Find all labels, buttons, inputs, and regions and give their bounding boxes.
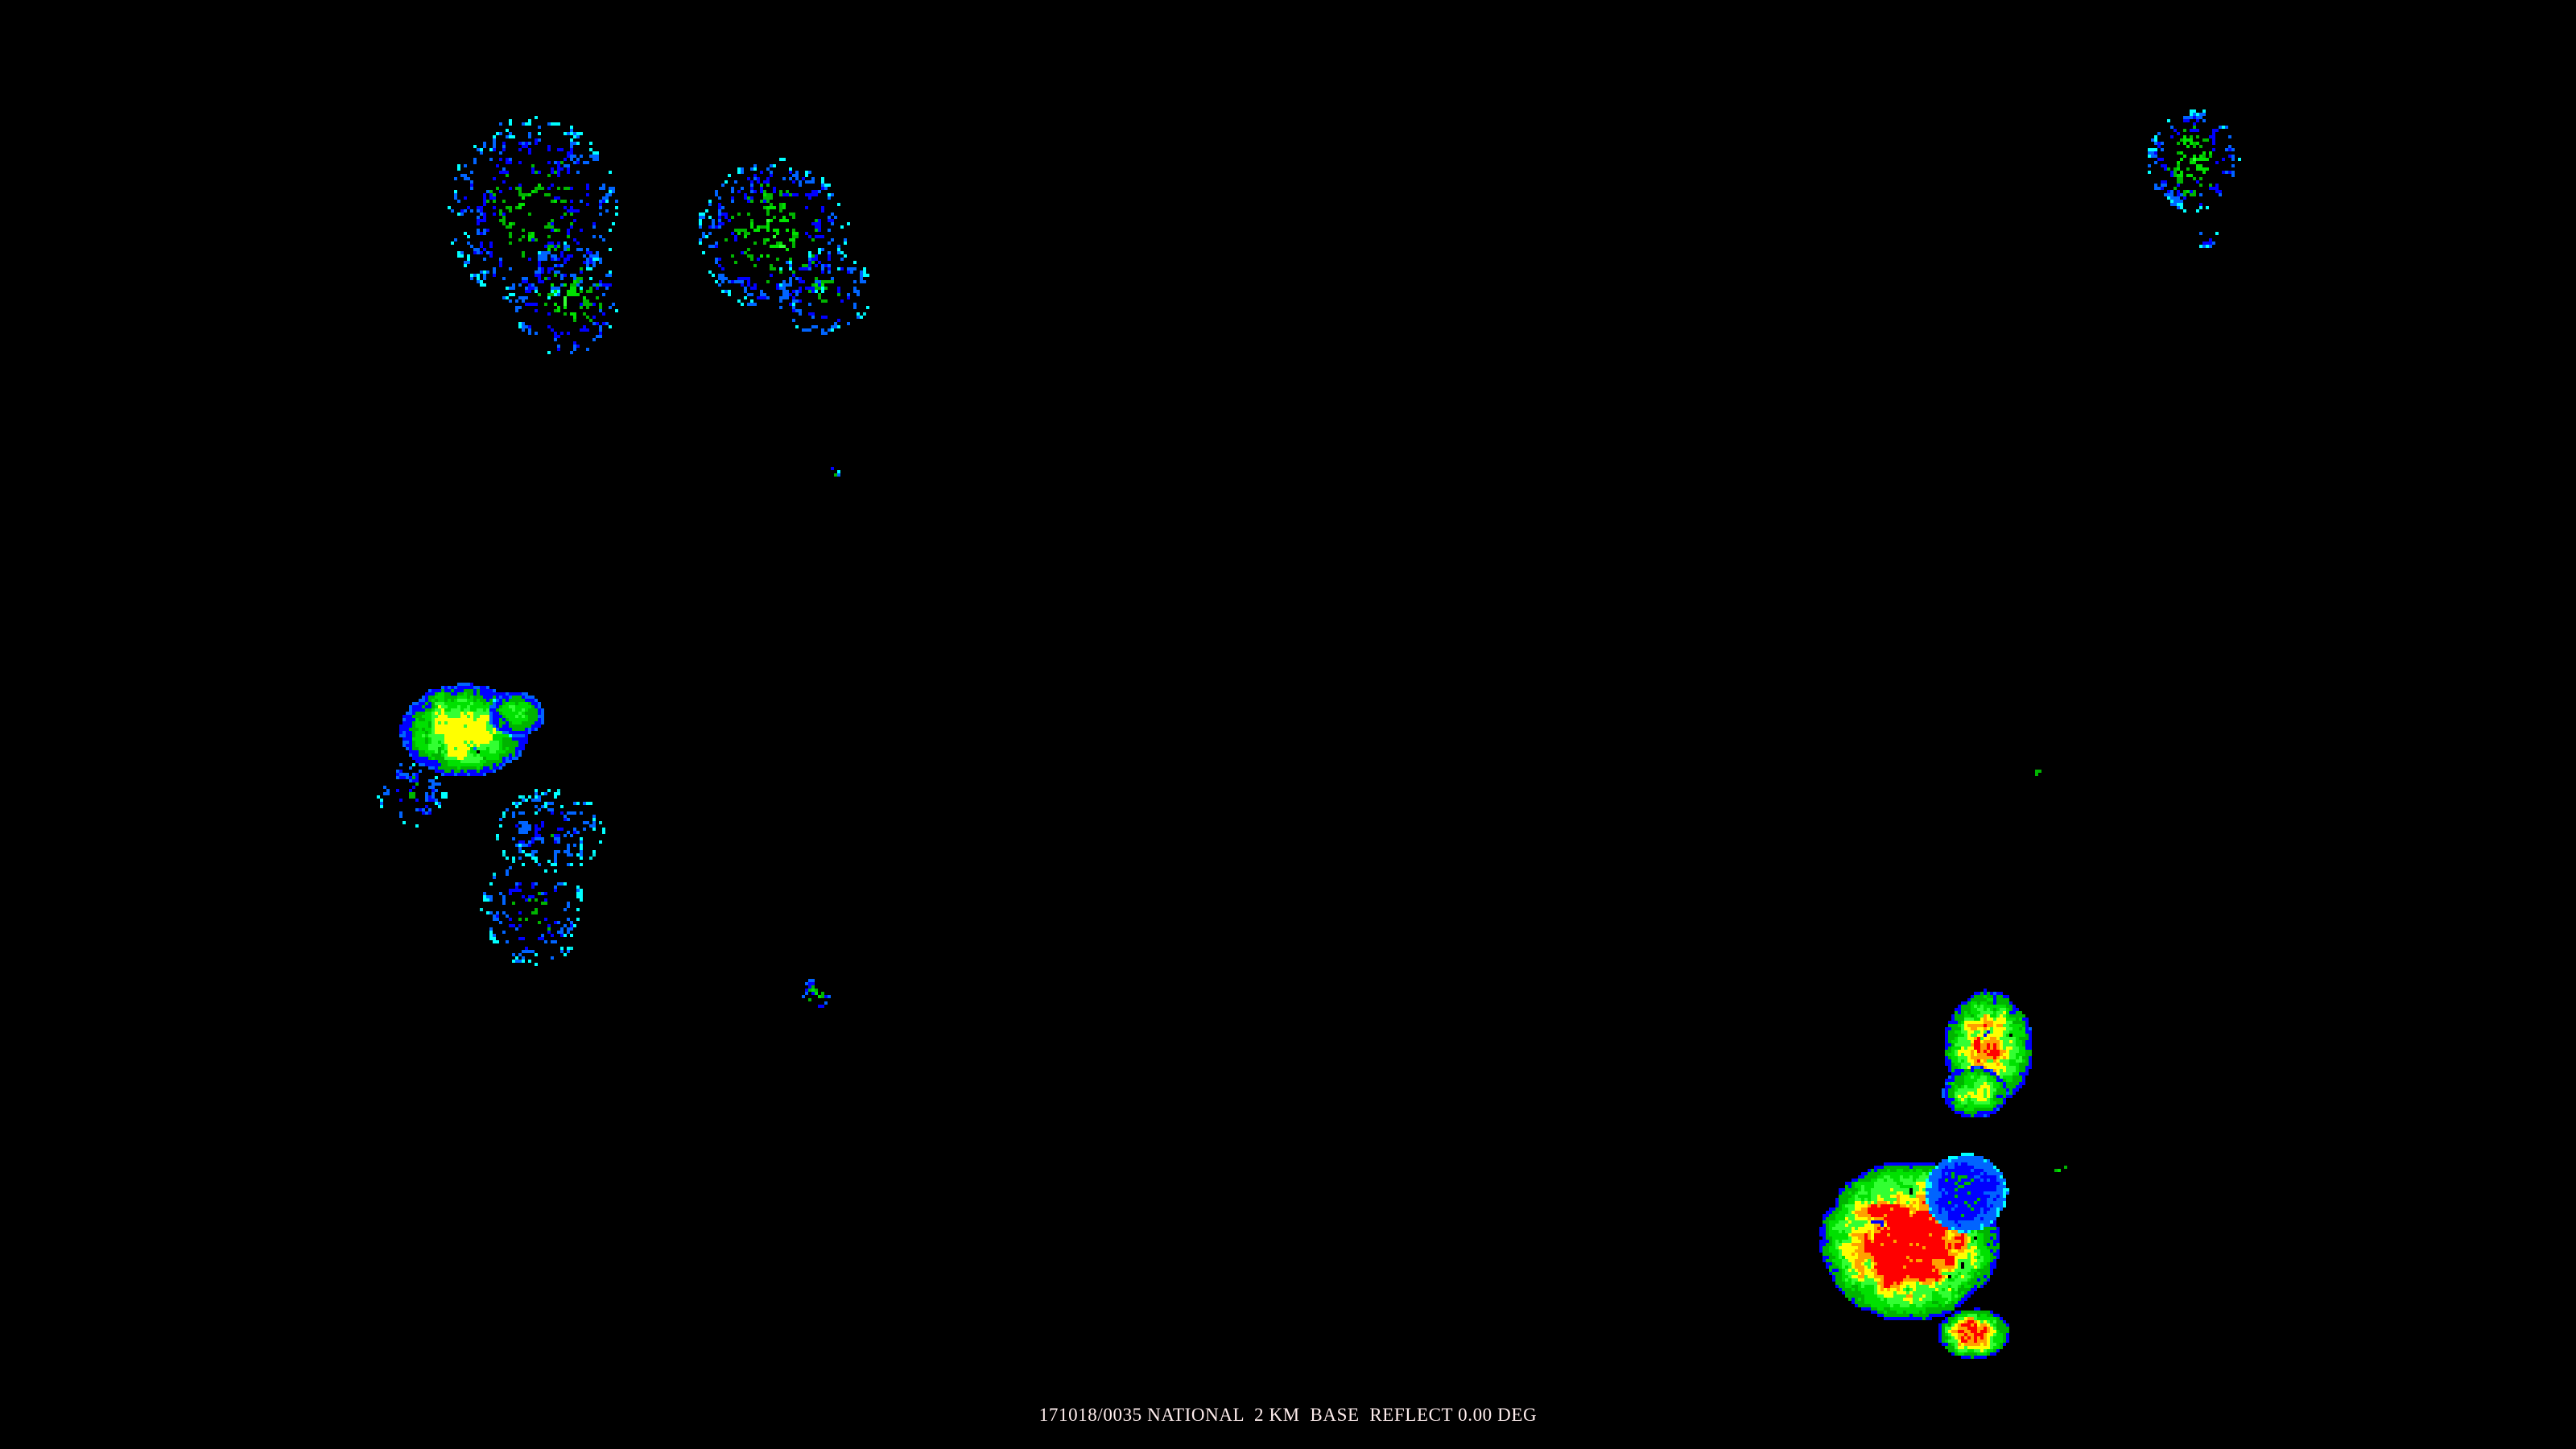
radar-reflectivity-canvas [0,0,2576,1449]
radar-display: 171018/0035 NATIONAL 2 KM BASE REFLECT 0… [0,0,2576,1449]
